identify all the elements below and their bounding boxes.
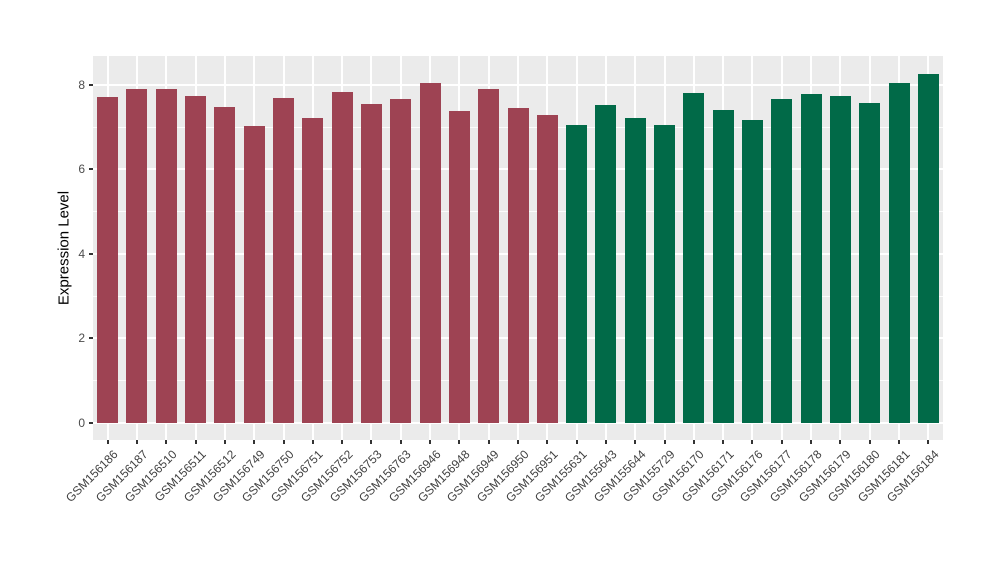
y-tick-label-2: 2: [78, 331, 85, 346]
bar-GSM156753: [360, 104, 382, 423]
bar-GSM156178: [800, 94, 822, 423]
x-tick-GSM156753: [370, 440, 373, 444]
bar-GSM156180: [859, 102, 881, 423]
bar-GSM156510: [155, 89, 177, 423]
x-tick-GSM156176: [751, 440, 754, 444]
x-tick-GSM156179: [839, 440, 842, 444]
x-tick-GSM156170: [692, 440, 695, 444]
y-tick-0: [89, 421, 93, 424]
bar-GSM156763: [390, 99, 412, 423]
bar-GSM156176: [741, 119, 763, 423]
bar-GSM156171: [712, 109, 734, 423]
y-tick-4: [89, 252, 93, 255]
x-tick-GSM156187: [135, 440, 138, 444]
bar-GSM156181: [888, 83, 910, 423]
bar-GSM156948: [448, 111, 470, 423]
x-tick-GSM156750: [282, 440, 285, 444]
bar-GSM155643: [595, 104, 617, 423]
x-tick-GSM156951: [546, 440, 549, 444]
bar-GSM155644: [624, 118, 646, 423]
x-tick-GSM156763: [399, 440, 402, 444]
bar-GSM156170: [683, 92, 705, 423]
x-tick-GSM156950: [517, 440, 519, 444]
plot-panel: [93, 56, 943, 440]
x-tick-GSM156949: [487, 440, 490, 444]
x-tick-GSM156184: [927, 440, 930, 444]
bar-GSM156179: [829, 96, 851, 423]
bar-GSM156187: [126, 89, 148, 423]
bar-GSM155729: [654, 125, 676, 423]
x-tick-GSM155729: [663, 440, 666, 444]
bar-GSM156951: [536, 114, 558, 423]
y-tick-8: [89, 84, 93, 87]
x-tick-GSM156171: [722, 440, 725, 444]
y-tick-6: [89, 168, 93, 171]
y-tick-2: [89, 337, 93, 340]
bar-GSM156751: [302, 118, 324, 423]
x-tick-GSM156180: [868, 440, 871, 444]
bar-GSM156512: [214, 107, 236, 423]
bar-GSM156184: [917, 74, 939, 423]
x-tick-GSM156749: [253, 440, 256, 444]
x-tick-GSM156511: [194, 440, 197, 444]
y-tick-label-4: 4: [78, 246, 85, 261]
bar-GSM156511: [185, 96, 207, 423]
x-tick-GSM156178: [810, 440, 813, 444]
x-tick-GSM155631: [575, 440, 578, 444]
x-tick-GSM156510: [165, 440, 168, 444]
x-tick-GSM156946: [429, 440, 432, 444]
bar-GSM156749: [243, 126, 265, 423]
bar-GSM156752: [331, 91, 353, 423]
x-tick-GSM156177: [780, 440, 783, 444]
x-tick-GSM155643: [604, 440, 607, 444]
bar-GSM156946: [419, 82, 441, 423]
x-tick-GSM155644: [634, 440, 637, 444]
y-tick-label-8: 8: [78, 78, 85, 93]
bar-GSM156949: [478, 89, 500, 423]
bar-GSM156750: [273, 97, 295, 423]
y-tick-label-6: 6: [78, 162, 85, 177]
x-tick-GSM156186: [106, 440, 109, 444]
x-tick-GSM156512: [223, 440, 226, 444]
x-tick-GSM156948: [458, 440, 461, 444]
y-tick-label-0: 0: [78, 415, 85, 430]
x-tick-GSM156751: [311, 440, 314, 444]
bar-GSM156186: [97, 97, 119, 423]
x-tick-GSM156752: [341, 440, 344, 444]
bar-GSM156950: [507, 107, 529, 423]
bar-GSM155631: [566, 124, 588, 423]
x-tick-GSM156181: [898, 440, 901, 444]
bar-GSM156177: [771, 98, 793, 423]
